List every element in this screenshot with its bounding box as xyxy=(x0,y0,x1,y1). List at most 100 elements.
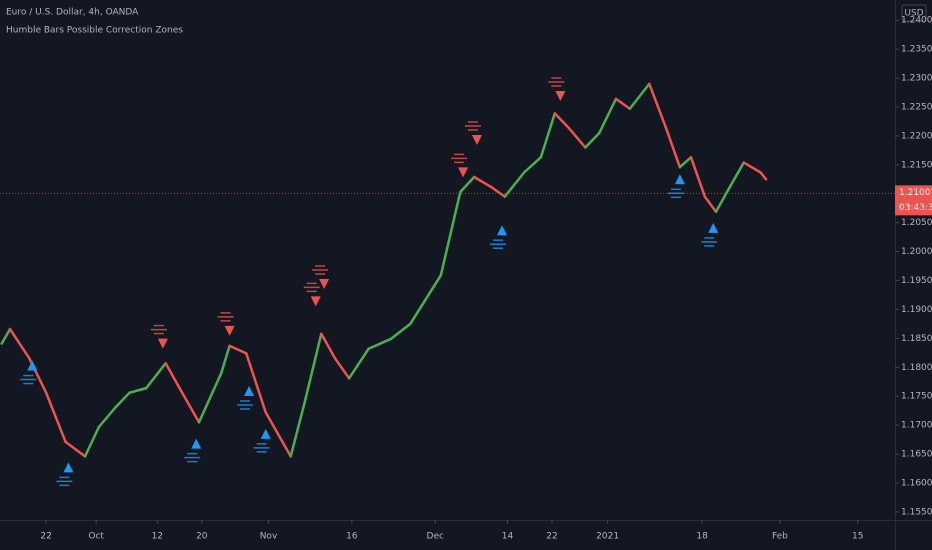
ma-segment xyxy=(553,112,570,130)
buy-marker xyxy=(496,225,507,236)
ma-segment xyxy=(614,97,632,110)
y-tick-label: 1.18000 xyxy=(901,363,932,373)
y-tick-label: 1.16000 xyxy=(901,478,932,488)
sell-marker xyxy=(555,91,566,102)
y-tick-label: 1.23500 xyxy=(901,45,932,55)
x-tick-label: 12 xyxy=(152,532,163,542)
buy-marker xyxy=(27,360,38,371)
countdown-label: 03:43:36 xyxy=(899,203,932,213)
ma-segment xyxy=(333,357,351,380)
ma-segment xyxy=(128,386,148,394)
x-tick-label: Dec xyxy=(427,532,444,542)
ma-segment xyxy=(114,391,131,409)
buy-marker xyxy=(260,428,271,439)
ma-segment xyxy=(97,405,117,429)
last-price-label: 1.21007 xyxy=(899,188,932,198)
y-tick-label: 1.18500 xyxy=(901,334,932,344)
y-tick-label: 1.22500 xyxy=(901,103,932,113)
x-tick-label: Feb xyxy=(772,532,788,542)
currency-label[interactable]: USD xyxy=(904,9,923,19)
ma-segment xyxy=(303,332,323,404)
buy-marker xyxy=(674,174,685,185)
ma-segment xyxy=(598,97,618,135)
y-tick-label: 1.24000 xyxy=(901,16,932,26)
ma-segment xyxy=(742,161,762,174)
ma-segment xyxy=(228,344,248,355)
ma-segment xyxy=(664,126,682,169)
x-tick-label: 14 xyxy=(502,532,514,542)
ma-segment xyxy=(539,112,557,159)
ma-segment xyxy=(472,175,493,189)
ma-segment xyxy=(144,361,167,390)
ma-segment xyxy=(728,161,746,189)
ma-segment xyxy=(439,190,462,277)
ma-segment xyxy=(628,82,651,110)
ma-segment xyxy=(367,337,393,351)
ma-segment xyxy=(489,185,507,198)
ma-segment xyxy=(503,171,526,198)
x-tick-label: 2021 xyxy=(596,532,619,542)
ma-segment xyxy=(164,361,181,390)
sell-marker xyxy=(224,325,235,336)
ma-segment xyxy=(320,332,337,360)
y-tick-label: 1.20000 xyxy=(901,247,932,257)
ma-segment xyxy=(83,425,101,458)
buy-marker xyxy=(191,438,202,449)
sell-marker xyxy=(471,134,482,145)
ma-segment xyxy=(8,327,31,360)
buy-marker xyxy=(244,386,255,397)
indicator-name: Humble Bars Possible Correction Zones xyxy=(6,26,183,36)
x-tick-label: 22 xyxy=(40,532,51,542)
ma-segment xyxy=(459,175,476,194)
ma-segment xyxy=(678,156,693,169)
currency-button[interactable] xyxy=(901,4,927,22)
ma-segment xyxy=(44,391,67,444)
ma-segment xyxy=(64,440,87,458)
y-tick-label: 1.17000 xyxy=(901,421,932,431)
ma-segment xyxy=(567,126,587,149)
x-tick-label: 18 xyxy=(696,532,708,542)
sell-marker xyxy=(157,338,168,349)
buy-marker xyxy=(63,462,74,473)
ma-segment xyxy=(689,156,707,198)
ma-segment xyxy=(178,386,201,424)
x-tick-label: 15 xyxy=(852,532,863,542)
y-tick-label: 1.19000 xyxy=(901,305,932,315)
ma-segment xyxy=(197,371,223,424)
ma-segment xyxy=(389,322,412,341)
ma-segment xyxy=(219,344,231,375)
ma-segment xyxy=(584,131,601,149)
sell-marker xyxy=(458,167,469,178)
ma-segment xyxy=(714,185,732,213)
y-tick-label: 1.16500 xyxy=(901,450,932,460)
sell-marker xyxy=(319,279,330,290)
y-tick-label: 1.21500 xyxy=(901,160,932,170)
ma-segment xyxy=(289,401,306,458)
ma-segment xyxy=(245,352,267,414)
last-price-box xyxy=(895,185,932,216)
ma-segment xyxy=(409,274,443,326)
y-tick-label: 1.22000 xyxy=(901,131,932,141)
y-tick-label: 1.17500 xyxy=(901,392,932,402)
x-tick-label: Oct xyxy=(88,532,104,542)
x-tick-label: Nov xyxy=(260,532,278,542)
y-tick-label: 1.20500 xyxy=(901,218,932,228)
ma-segment xyxy=(0,327,12,345)
y-tick-label: 1.23000 xyxy=(901,74,932,84)
x-tick-label: 20 xyxy=(196,532,208,542)
ma-segment xyxy=(522,156,543,174)
sell-marker xyxy=(310,296,321,307)
ma-segment xyxy=(347,347,370,380)
buy-marker xyxy=(708,222,719,233)
y-tick-label: 1.19500 xyxy=(901,276,932,286)
ma-segment xyxy=(264,411,292,458)
chart-title: Euro / U.S. Dollar, 4h, OANDA xyxy=(6,8,139,18)
ma-segment xyxy=(759,171,768,181)
ma-segment xyxy=(703,195,718,213)
y-tick-label: 1.15500 xyxy=(901,507,932,517)
x-tick-label: 16 xyxy=(346,532,358,542)
ma-segment xyxy=(648,82,668,130)
